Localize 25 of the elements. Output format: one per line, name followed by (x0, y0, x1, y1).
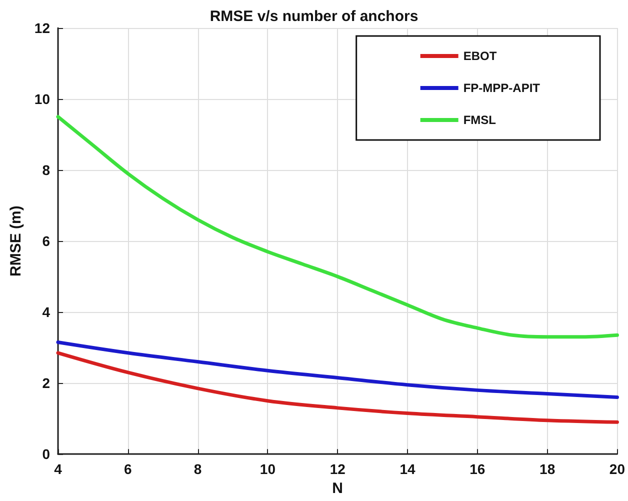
legend-label: FMSL (463, 113, 496, 127)
y-tick-label: 0 (42, 446, 50, 462)
x-tick-label: 10 (260, 461, 276, 478)
line-series (56, 340, 619, 400)
x-tick-label: 16 (470, 461, 486, 478)
y-tick-label: 8 (42, 162, 50, 178)
x-tick-label: 20 (609, 461, 626, 478)
legend-label: FP-MPP-APIT (463, 81, 541, 95)
x-tick-label: 12 (330, 461, 346, 478)
x-tick-label: 8 (194, 461, 202, 478)
chart-title: RMSE v/s number of anchors (210, 8, 418, 25)
x-tick-label: 18 (540, 461, 556, 478)
line-series (56, 351, 619, 424)
y-tick-label: 4 (42, 304, 50, 320)
y-tick-label: 2 (42, 375, 50, 392)
x-tick-label: 6 (124, 461, 132, 478)
x-axis-title: N (332, 480, 344, 497)
y-tick-label: 12 (34, 20, 50, 36)
legend-label: EBOT (463, 49, 498, 63)
x-tick-label: 4 (54, 461, 62, 478)
line-series (56, 115, 619, 339)
y-axis-title: RMSE (m) (8, 206, 25, 276)
y-tick-label: 6 (42, 233, 50, 250)
y-tick-label: 10 (34, 91, 50, 108)
x-tick-label: 14 (400, 461, 416, 478)
